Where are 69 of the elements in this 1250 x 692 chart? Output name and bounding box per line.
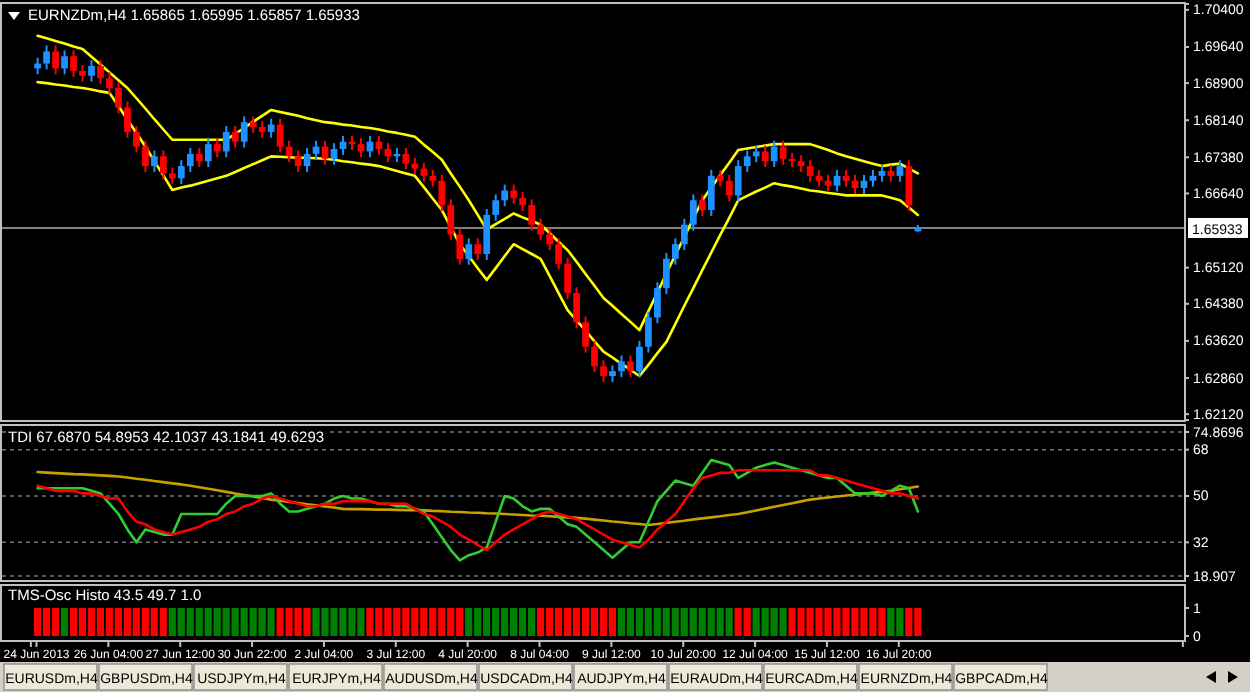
candlestick	[294, 149, 302, 173]
candlestick	[761, 144, 769, 169]
candlestick	[672, 237, 679, 266]
candlestick	[725, 173, 733, 203]
candlestick	[456, 227, 464, 266]
candlestick	[213, 137, 221, 159]
candlestick	[402, 147, 410, 171]
candlestick	[106, 71, 113, 95]
line-series	[36, 34, 920, 332]
candlestick	[267, 117, 275, 139]
line-series	[36, 470, 920, 527]
candlestick	[43, 44, 50, 71]
candlestick	[743, 149, 751, 173]
candlestick	[645, 310, 652, 354]
candlestick	[483, 208, 491, 261]
candlestick	[680, 217, 688, 252]
candlestick	[806, 159, 814, 183]
candlestick	[115, 81, 122, 115]
candlestick	[204, 137, 212, 169]
candlestick	[573, 286, 580, 330]
candlestick	[420, 161, 428, 183]
candlestick	[546, 227, 553, 252]
candlestick	[501, 183, 509, 208]
line-series	[36, 80, 920, 378]
candlestick	[222, 125, 230, 159]
candlestick	[555, 237, 562, 271]
candlestick	[663, 252, 670, 296]
candlestick	[231, 125, 239, 149]
candlestick	[447, 198, 455, 242]
candlestick	[582, 315, 589, 354]
candlestick	[519, 190, 527, 213]
candlestick	[896, 159, 904, 183]
candlestick	[627, 354, 634, 379]
candlestick	[276, 117, 284, 154]
candlestick	[528, 198, 536, 232]
candlestick	[698, 193, 706, 217]
candlestick	[492, 193, 500, 222]
candlestick	[636, 339, 643, 379]
candlestick	[186, 147, 194, 173]
candlestick	[510, 183, 518, 205]
candlestick	[591, 339, 598, 374]
candlestick	[133, 125, 140, 154]
candlestick	[70, 49, 77, 78]
candlestick	[160, 149, 167, 181]
candlestick	[564, 256, 571, 300]
candlestick	[465, 237, 473, 266]
candlestick	[438, 173, 446, 213]
candlestick	[177, 159, 185, 186]
candlestick	[195, 147, 203, 169]
candlestick	[97, 59, 104, 86]
candlestick	[770, 139, 778, 169]
candlestick	[52, 44, 59, 76]
candlestick	[707, 169, 715, 217]
candlestick	[618, 354, 625, 379]
candlestick	[330, 142, 338, 166]
candlestick	[124, 100, 131, 139]
candlestick	[240, 115, 248, 149]
candlestick	[474, 237, 482, 261]
candlestick	[734, 159, 742, 203]
candlestick	[833, 169, 841, 193]
candlestick	[779, 139, 787, 166]
candlestick	[142, 139, 149, 173]
candlestick	[537, 217, 544, 242]
candlestick	[600, 359, 607, 383]
candlestick	[88, 59, 95, 83]
candlestick	[151, 149, 158, 173]
candlestick	[654, 281, 661, 325]
candlestick	[689, 193, 697, 232]
candlestick	[61, 49, 68, 76]
